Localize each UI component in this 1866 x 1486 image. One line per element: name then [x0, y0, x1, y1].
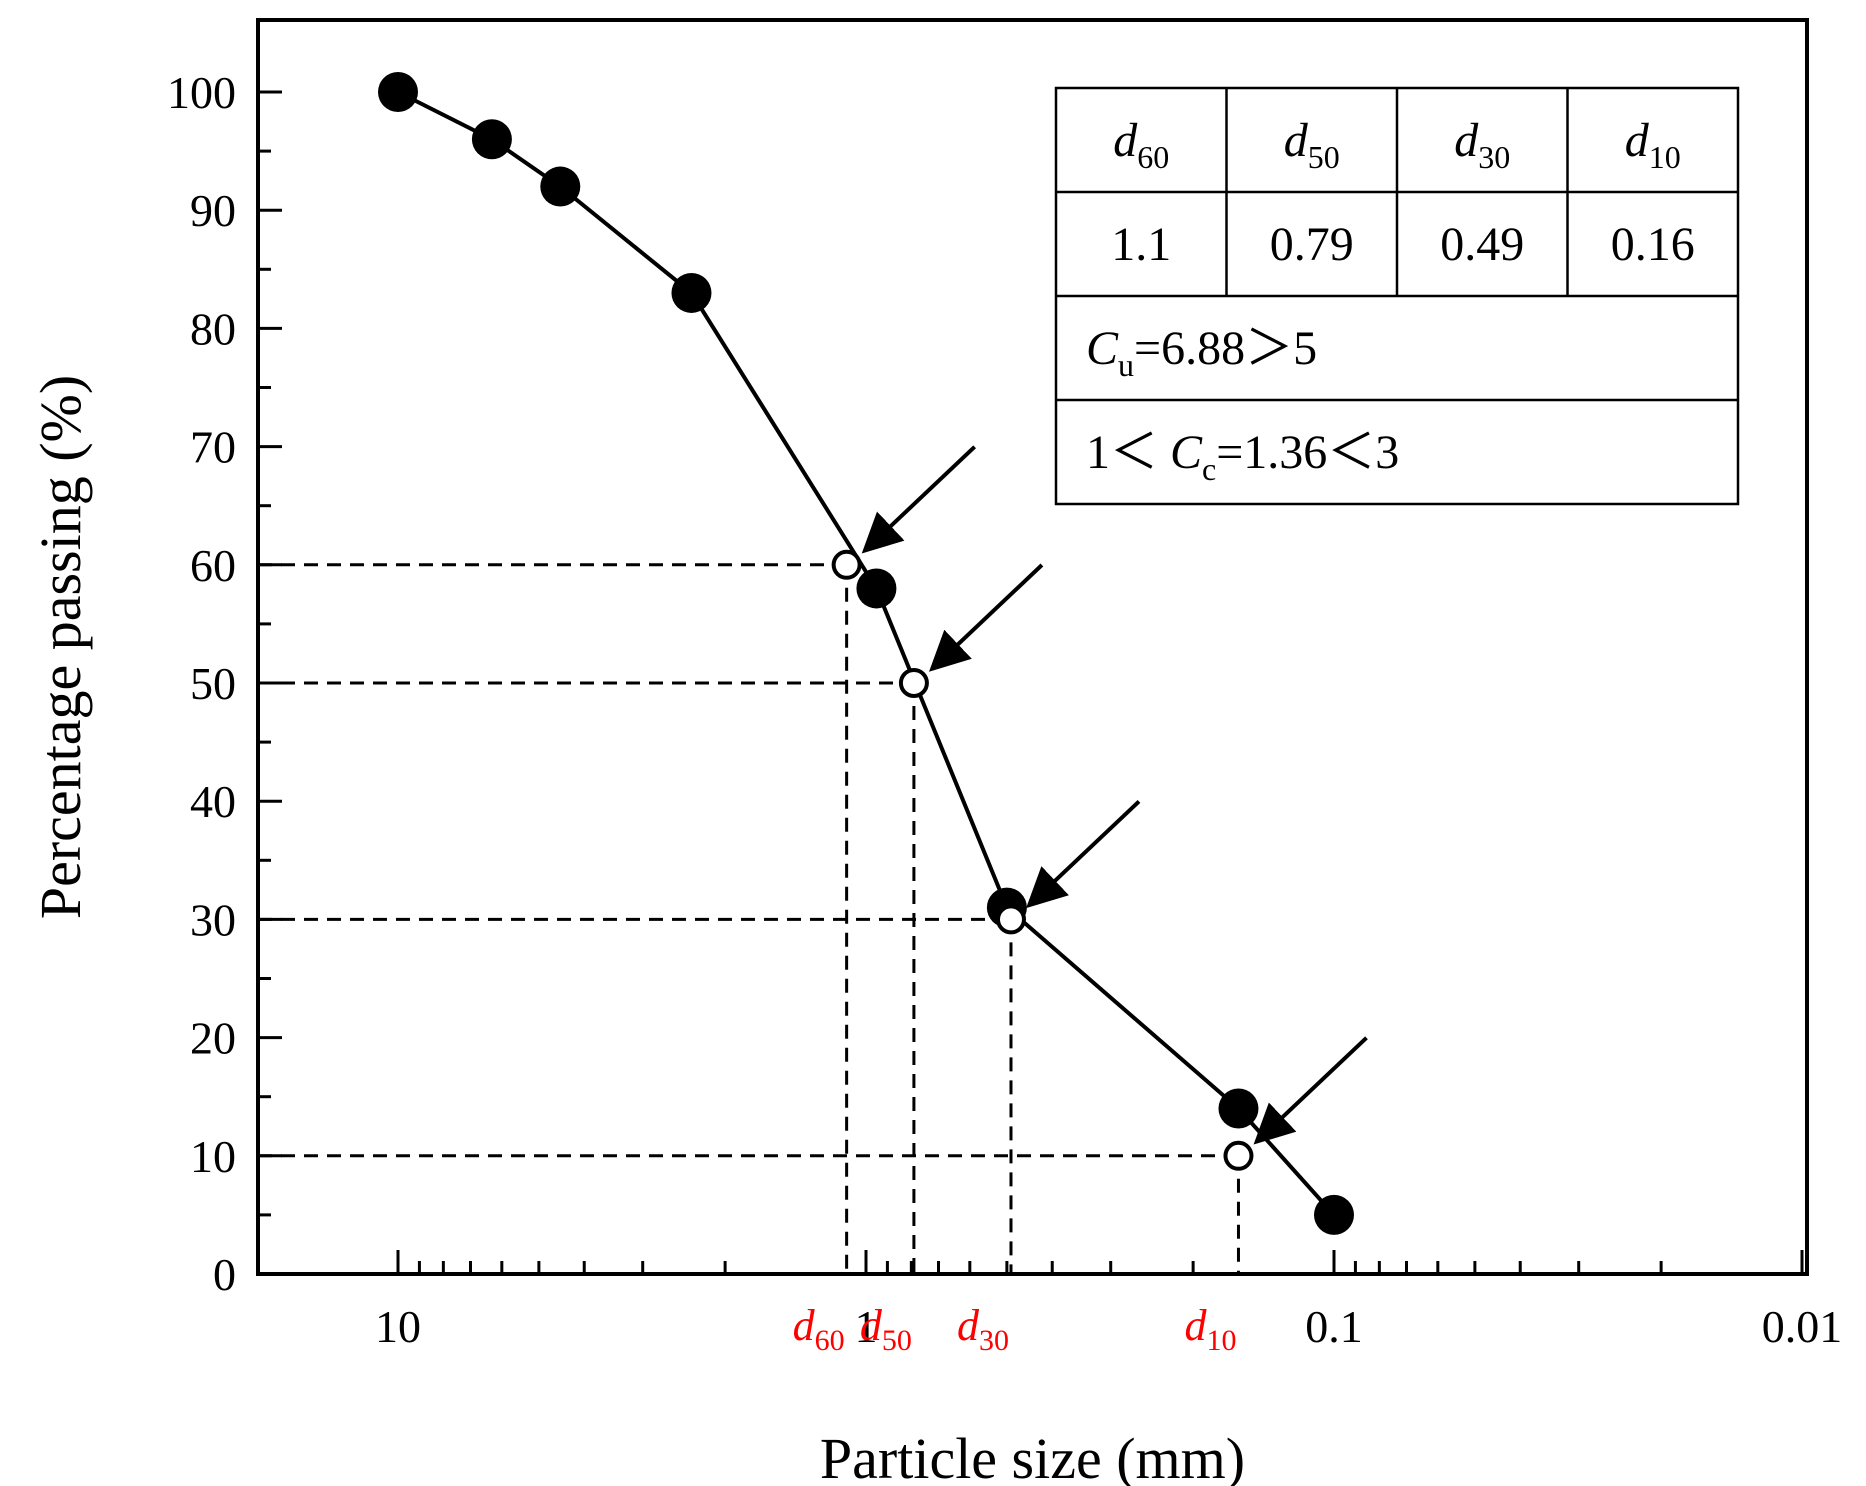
table-value: 0.79	[1270, 218, 1354, 271]
arrow-d50	[929, 563, 1044, 672]
data-point	[1314, 1194, 1354, 1235]
guide-lines	[258, 563, 1240, 1274]
marker-d10	[1223, 1140, 1254, 1171]
y-tick-label: 60	[190, 540, 236, 591]
y-tick-label: 0	[213, 1249, 236, 1300]
arrows	[861, 445, 1368, 1145]
table-header-d60: d60	[1113, 114, 1169, 175]
table-value: 1.1	[1111, 218, 1171, 271]
arrow-d10	[1253, 1036, 1368, 1145]
label-d50: d50	[860, 1301, 912, 1357]
parameter-table: d60 d50 d30 d10 1.1 0.79 0.49 0.16 Cu=6.88＞5 1＜ C…	[1054, 86, 1740, 506]
axis-labels: 0 10 20 30 40 50 60 70 80 90 100 10 1 0.1 0.01 Particle…	[28, 67, 1842, 1486]
label-d60: d60	[793, 1301, 845, 1357]
data-point	[540, 166, 581, 207]
axes	[256, 18, 1809, 1276]
y-tick-label: 10	[190, 1131, 236, 1182]
y-tick-label: 30	[190, 894, 236, 945]
y-tick-label: 100	[167, 67, 236, 118]
y-axis-title: Percentage passing (%)	[28, 375, 93, 919]
label-d10: d10	[1184, 1301, 1236, 1357]
data-point	[1218, 1088, 1259, 1129]
y-tick-label: 90	[190, 185, 236, 236]
x-tick-label: 10	[375, 1301, 421, 1352]
table-header-d50: d50	[1284, 114, 1340, 175]
table-cc: 1＜ Cc=1.36＜3	[1086, 426, 1399, 487]
y-tick-label: 70	[190, 422, 236, 473]
y-tick-label: 80	[190, 303, 236, 354]
marker-d50	[898, 668, 929, 698]
data-point	[671, 272, 712, 313]
data-point	[378, 72, 418, 112]
data-series	[378, 72, 1354, 1235]
marker-d30	[995, 904, 1026, 935]
data-point	[471, 119, 512, 160]
y-tick-label: 50	[190, 658, 236, 709]
table-value: 0.49	[1440, 218, 1524, 271]
table-header-d30: d30	[1454, 114, 1510, 175]
label-d30: d30	[957, 1301, 1009, 1357]
plot-frame	[256, 18, 1809, 1276]
table-cu: Cu=6.88＞5	[1086, 322, 1317, 383]
arrow-d60	[861, 445, 977, 554]
y-tick-label: 20	[190, 1013, 236, 1064]
x-tick-label: 1	[855, 1301, 878, 1352]
x-tick-label: 0.1	[1305, 1301, 1363, 1352]
table-value: 0.16	[1611, 218, 1695, 271]
table-header-d10: d10	[1625, 114, 1681, 175]
marker-d60	[831, 549, 862, 580]
arrow-d30	[1026, 799, 1141, 909]
data-point	[856, 568, 897, 609]
y-tick-label: 40	[190, 776, 236, 827]
x-axis-title: Particle size (mm)	[820, 1426, 1245, 1486]
x-tick-label: 0.01	[1762, 1301, 1843, 1352]
